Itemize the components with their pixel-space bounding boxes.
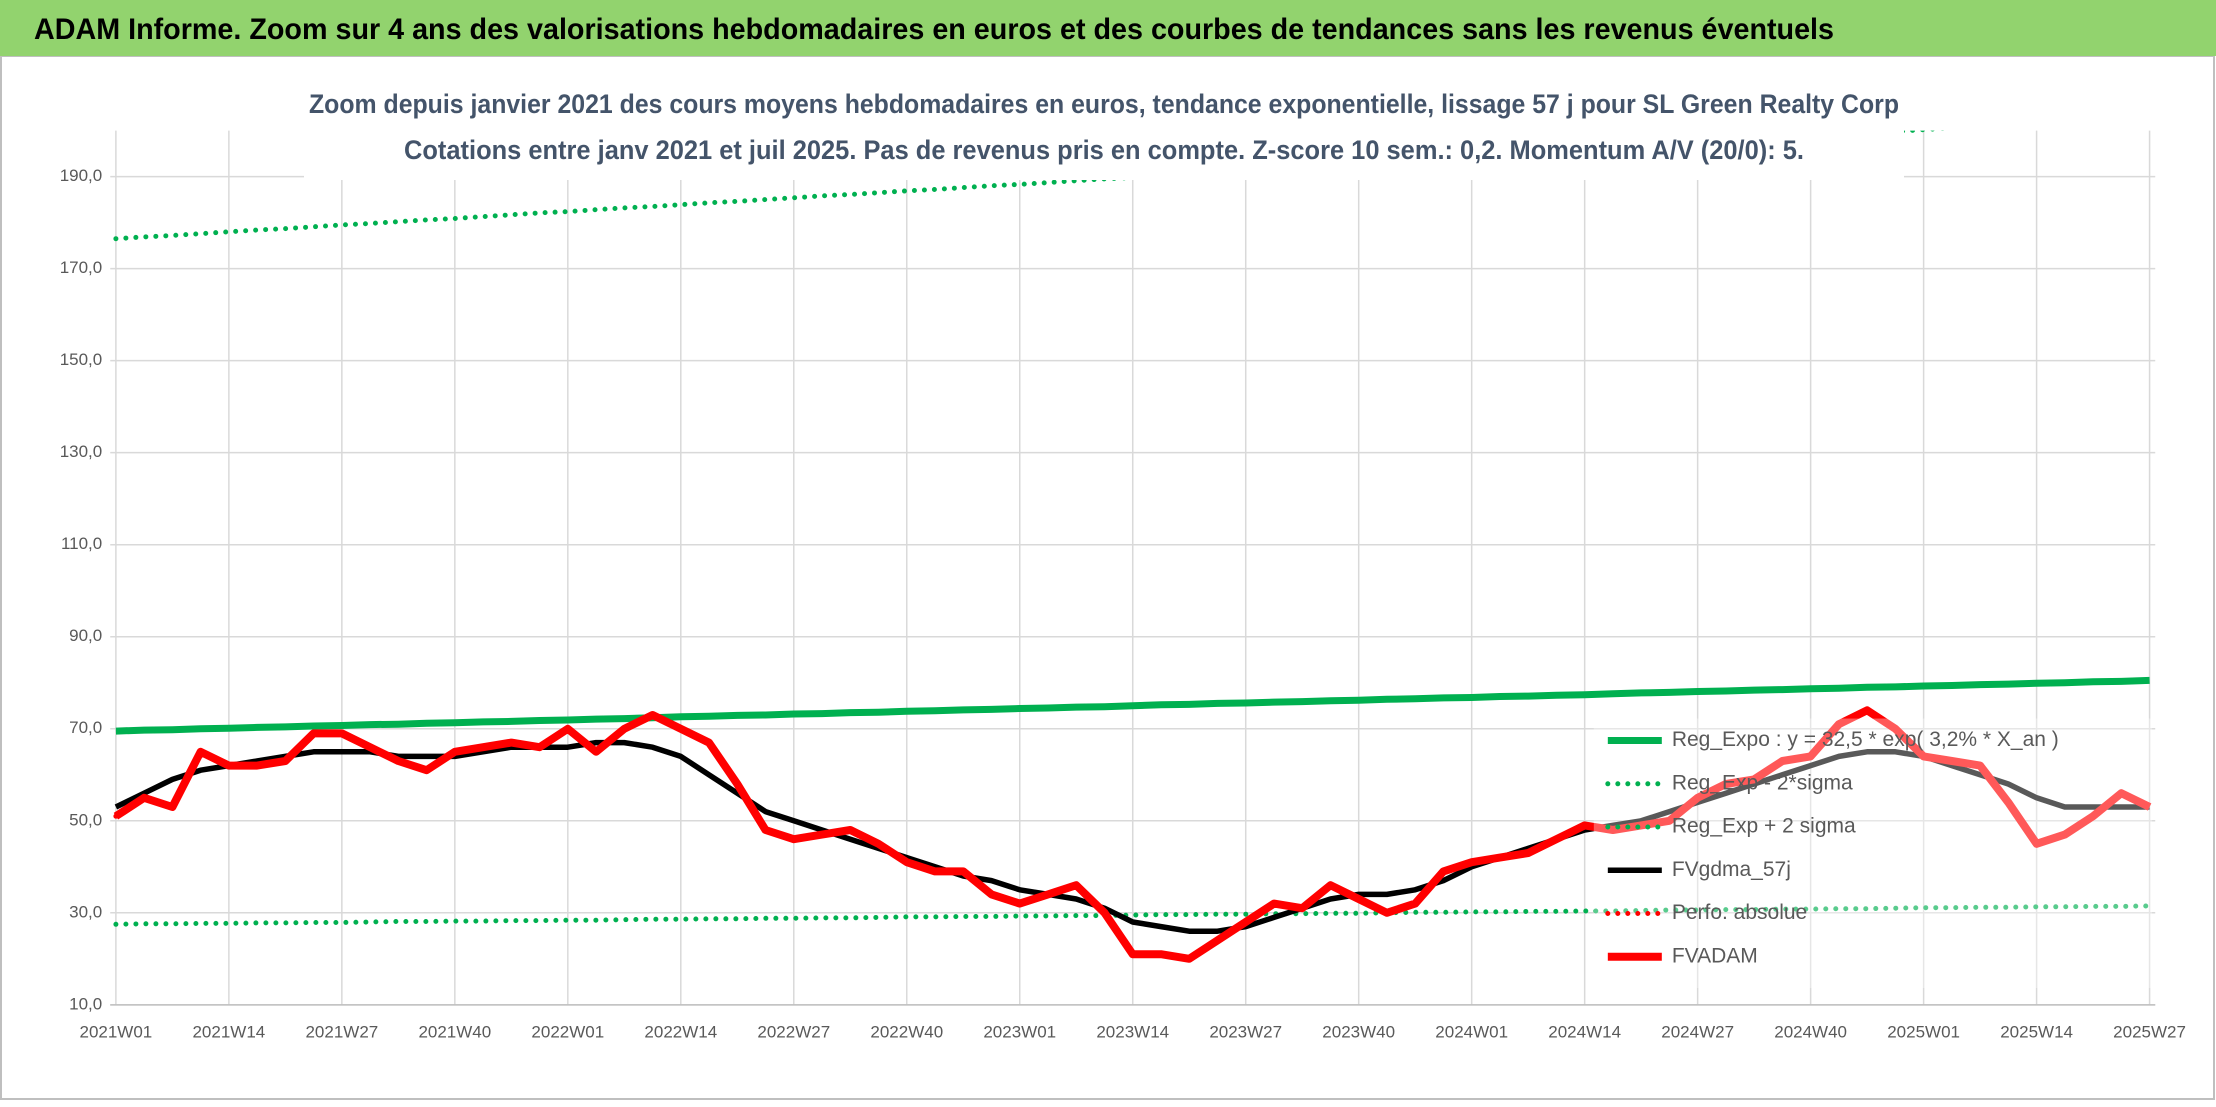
x-tick-label: 2024W14 xyxy=(1548,1022,1621,1041)
x-tick-label: 2022W14 xyxy=(644,1022,717,1041)
header-title: ADAM Informe. Zoom sur 4 ans des valoris… xyxy=(34,13,1834,46)
chart-title: Zoom depuis janvier 2021 des cours moyen… xyxy=(309,89,1899,119)
legend-label: FVgdma_57j xyxy=(1672,858,1791,881)
series-line xyxy=(113,903,2153,927)
legend-label: Perfo. absolue xyxy=(1672,901,1807,924)
legend-label: Reg_Exp - 2*sigma xyxy=(1672,771,1853,794)
series-line xyxy=(115,676,2150,735)
header-bar xyxy=(0,0,2216,56)
chart-subtitle: Cotations entre janv 2021 et juil 2025. … xyxy=(404,135,1804,165)
y-tick-label: 150,0 xyxy=(60,350,103,369)
series-line xyxy=(113,706,2152,963)
y-tick-label: 10,0 xyxy=(69,994,102,1013)
x-tick-label: 2021W14 xyxy=(192,1022,265,1041)
y-tick-label: 70,0 xyxy=(69,718,102,737)
y-tick-label: 170,0 xyxy=(60,258,103,277)
x-tick-label: 2025W01 xyxy=(1887,1022,1960,1041)
y-tick-label: 50,0 xyxy=(69,810,102,829)
y-tick-label: 90,0 xyxy=(69,626,102,645)
y-tick-label: 30,0 xyxy=(69,902,102,921)
x-tick-label: 2021W40 xyxy=(418,1022,491,1041)
title-box xyxy=(304,84,1904,180)
x-tick-label: 2025W27 xyxy=(2113,1022,2186,1041)
x-tick-label: 2022W40 xyxy=(870,1022,943,1041)
legend-box xyxy=(1593,718,2153,989)
x-tick-label: 2023W01 xyxy=(983,1022,1056,1041)
legend-label: FVADAM xyxy=(1672,944,1758,967)
x-tick-label: 2021W27 xyxy=(305,1022,378,1041)
y-tick-label: 110,0 xyxy=(61,534,102,553)
legend-label: Reg_Exp + 2 sigma xyxy=(1672,815,1856,838)
x-tick-label: 2021W01 xyxy=(79,1022,152,1041)
x-tick-label: 2024W01 xyxy=(1435,1022,1508,1041)
x-tick-label: 2023W14 xyxy=(1096,1022,1169,1041)
x-tick-label: 2022W01 xyxy=(531,1022,604,1041)
x-tick-label: 2023W27 xyxy=(1209,1022,1282,1041)
legend-label: Reg_Expo : y = 32,5 * exp( 3,2% * X_an ) xyxy=(1672,728,2059,751)
y-tick-label: 130,0 xyxy=(60,442,103,461)
x-tick-label: 2024W27 xyxy=(1661,1022,1734,1041)
x-tick-label: 2022W27 xyxy=(757,1022,830,1041)
x-tick-label: 2024W40 xyxy=(1774,1022,1847,1041)
x-tick-label: 2023W40 xyxy=(1322,1022,1395,1041)
y-tick-label: 190,0 xyxy=(60,166,103,185)
x-tick-label: 2025W14 xyxy=(2000,1022,2073,1041)
